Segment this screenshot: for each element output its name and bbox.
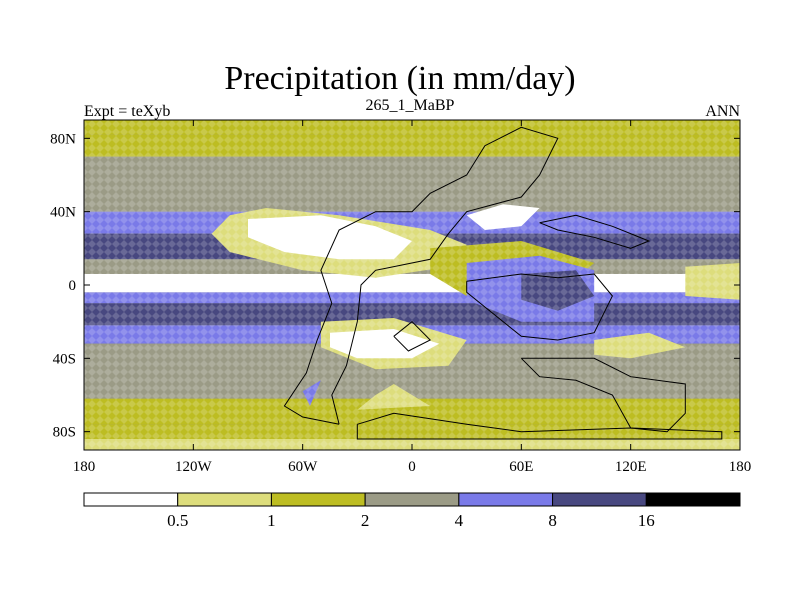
continent-outline-5	[539, 214, 651, 249]
continent-outline-2	[466, 273, 613, 341]
season-label: ANN	[705, 103, 740, 120]
continent-outline-0	[283, 126, 559, 425]
x-tick-label: 180	[729, 459, 752, 475]
colorbar-swatch-4	[458, 492, 554, 507]
x-tick-label: 120W	[175, 459, 213, 475]
colorbar: 0.5 1 2 4 8 16	[83, 492, 741, 530]
colorbar-label: 8	[548, 511, 557, 530]
x-tick-label: 120E	[615, 459, 647, 475]
experiment-label: Expt = teXyb	[84, 103, 171, 120]
stipple-overlay	[84, 120, 740, 450]
colorbar-label: 16	[638, 511, 655, 530]
colorbar-swatch-2	[270, 492, 366, 507]
subtitle-label: 265_1_MaBP	[365, 97, 455, 114]
colorbar-label: 4	[455, 511, 464, 530]
colorbar-swatch-0	[83, 492, 179, 507]
x-tick-label: 60E	[509, 459, 533, 475]
colorbar-swatch-6	[645, 492, 741, 507]
x-tick-label: 60W	[288, 459, 318, 475]
continent-outline-4	[393, 321, 432, 352]
map-area	[84, 120, 740, 450]
colorbar-swatch-5	[552, 492, 647, 507]
map-axes: 180 120W 60W 0 60E 120E 180 80N 40N 0 40S 80S	[50, 119, 752, 475]
y-tick-label: 0	[69, 278, 77, 294]
x-tick-label: 0	[408, 459, 416, 475]
colorbar-label: 0.5	[167, 511, 188, 530]
colorbar-swatch-1	[177, 492, 272, 507]
y-tick-label: 40N	[50, 205, 76, 221]
continent-outline-3	[520, 357, 686, 433]
y-tick-label: 80N	[50, 131, 76, 147]
colorbar-label: 2	[361, 511, 370, 530]
chart-title: Precipitation (in mm/day)	[224, 60, 576, 97]
x-tick-label: 180	[73, 459, 96, 475]
colorbar-label: 1	[267, 511, 276, 530]
y-tick-label: 80S	[53, 425, 76, 441]
colorbar-swatch-3	[364, 492, 460, 507]
y-tick-label: 40S	[53, 351, 76, 367]
